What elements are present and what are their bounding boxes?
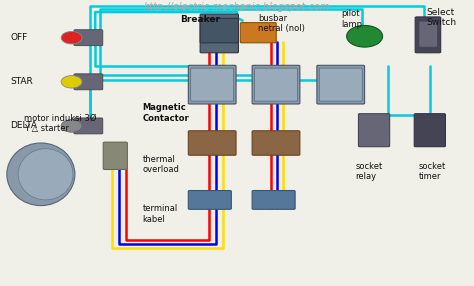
- Circle shape: [346, 25, 383, 47]
- FancyBboxPatch shape: [255, 68, 298, 101]
- Text: Select
Switch: Select Switch: [426, 8, 456, 27]
- FancyBboxPatch shape: [103, 142, 128, 170]
- FancyBboxPatch shape: [188, 131, 236, 155]
- FancyBboxPatch shape: [414, 114, 446, 147]
- FancyBboxPatch shape: [240, 23, 276, 43]
- Text: DELTA: DELTA: [10, 122, 37, 130]
- Text: Breaker: Breaker: [180, 15, 220, 24]
- FancyBboxPatch shape: [415, 17, 441, 53]
- FancyBboxPatch shape: [191, 68, 234, 101]
- FancyBboxPatch shape: [200, 14, 238, 53]
- Text: motor induksi 3Ø
Y △ starter: motor induksi 3Ø Y △ starter: [24, 113, 97, 133]
- FancyBboxPatch shape: [358, 114, 390, 147]
- FancyBboxPatch shape: [200, 18, 238, 43]
- Text: busbar
netral (nol): busbar netral (nol): [258, 14, 305, 33]
- FancyBboxPatch shape: [319, 68, 362, 101]
- FancyBboxPatch shape: [317, 65, 365, 104]
- FancyBboxPatch shape: [252, 190, 295, 209]
- Text: STAR: STAR: [10, 77, 33, 86]
- Text: http://electric-mechanic.blogspot.com: http://electric-mechanic.blogspot.com: [144, 2, 330, 12]
- FancyBboxPatch shape: [419, 21, 438, 47]
- Text: socket
timer: socket timer: [419, 162, 446, 181]
- FancyBboxPatch shape: [252, 131, 300, 155]
- Ellipse shape: [18, 149, 73, 200]
- Text: pilot
lamp: pilot lamp: [341, 9, 362, 29]
- FancyBboxPatch shape: [74, 74, 103, 90]
- Ellipse shape: [7, 143, 75, 206]
- FancyBboxPatch shape: [188, 65, 236, 104]
- Text: thermal
overload: thermal overload: [143, 155, 179, 174]
- FancyBboxPatch shape: [252, 65, 300, 104]
- Text: OFF: OFF: [10, 33, 27, 42]
- Text: Magnetic
Contactor: Magnetic Contactor: [143, 104, 189, 123]
- FancyBboxPatch shape: [74, 118, 103, 134]
- Circle shape: [61, 120, 82, 132]
- Text: terminal
kabel: terminal kabel: [143, 204, 178, 224]
- FancyBboxPatch shape: [188, 190, 231, 209]
- Circle shape: [61, 31, 82, 44]
- Text: socket
relay: socket relay: [355, 162, 383, 181]
- FancyBboxPatch shape: [74, 30, 103, 46]
- Circle shape: [61, 76, 82, 88]
